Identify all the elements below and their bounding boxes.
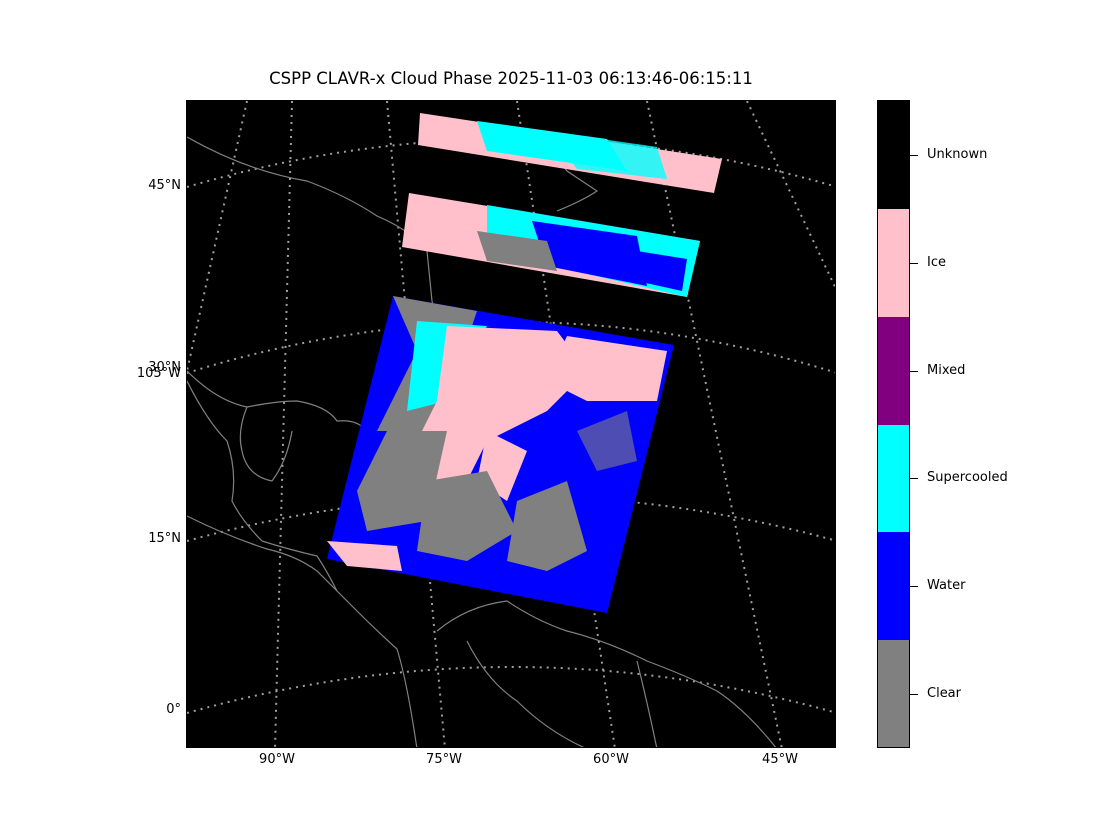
colorbar-tick-supercooled xyxy=(910,478,918,479)
colorbar-swatch-supercooled xyxy=(878,425,909,532)
mexico-coast xyxy=(187,380,338,592)
lat-label-0: 0° xyxy=(166,702,181,717)
swath-top xyxy=(418,113,722,193)
swath-main xyxy=(327,296,674,613)
colorbar-swatch-unknown xyxy=(878,101,909,209)
lon-label-90w: 90°W xyxy=(259,752,295,767)
colorbar-swatch-clear xyxy=(878,640,909,747)
colorbar xyxy=(877,100,910,748)
swath-middle xyxy=(402,193,700,297)
lat-label-45n: 45°N xyxy=(148,178,181,193)
colorbar-label-supercooled: Supercooled xyxy=(927,470,1008,485)
lon-label-75w: 75°W xyxy=(426,752,462,767)
colorbar-tick-ice xyxy=(910,263,918,264)
colorbar-tick-unknown xyxy=(910,155,918,156)
meridian-45w xyxy=(646,101,783,747)
south-america-inland xyxy=(466,640,585,747)
yucatan xyxy=(239,406,293,482)
colorbar-label-mixed: Mixed xyxy=(927,363,966,378)
parallel-0 xyxy=(187,666,835,714)
map-title: CSPP CLAVR-x Cloud Phase 2025-11-03 06:1… xyxy=(269,69,753,88)
colorbar-swatch-mixed xyxy=(878,317,909,425)
central-america xyxy=(187,515,418,747)
colorbar-tick-mixed xyxy=(910,371,918,372)
colorbar-label-water: Water xyxy=(927,578,966,593)
colorbar-label-clear: Clear xyxy=(927,686,961,701)
lon-label-60w: 60°W xyxy=(593,752,629,767)
colorbar-label-ice: Ice xyxy=(927,255,946,270)
lat-label-15n: 15°N xyxy=(148,531,181,546)
map-panel xyxy=(186,100,836,748)
colorbar-swatch-water xyxy=(878,532,909,640)
colorbar-label-unknown: Unknown xyxy=(927,147,988,162)
south-america-coast xyxy=(436,600,777,747)
lat-label-105w: 105°W xyxy=(136,366,181,381)
colorbar-tick-water xyxy=(910,586,918,587)
lat-label-30n: 30°N xyxy=(148,360,181,375)
meridian-30w xyxy=(746,101,835,290)
meridian-90w xyxy=(274,101,293,747)
lon-label-45w: 45°W xyxy=(762,752,798,767)
guyana-border xyxy=(636,660,658,747)
colorbar-swatch-ice xyxy=(878,209,909,317)
map-canvas xyxy=(187,101,835,747)
colorbar-tick-clear xyxy=(910,694,918,695)
us-canada-border xyxy=(187,136,428,252)
